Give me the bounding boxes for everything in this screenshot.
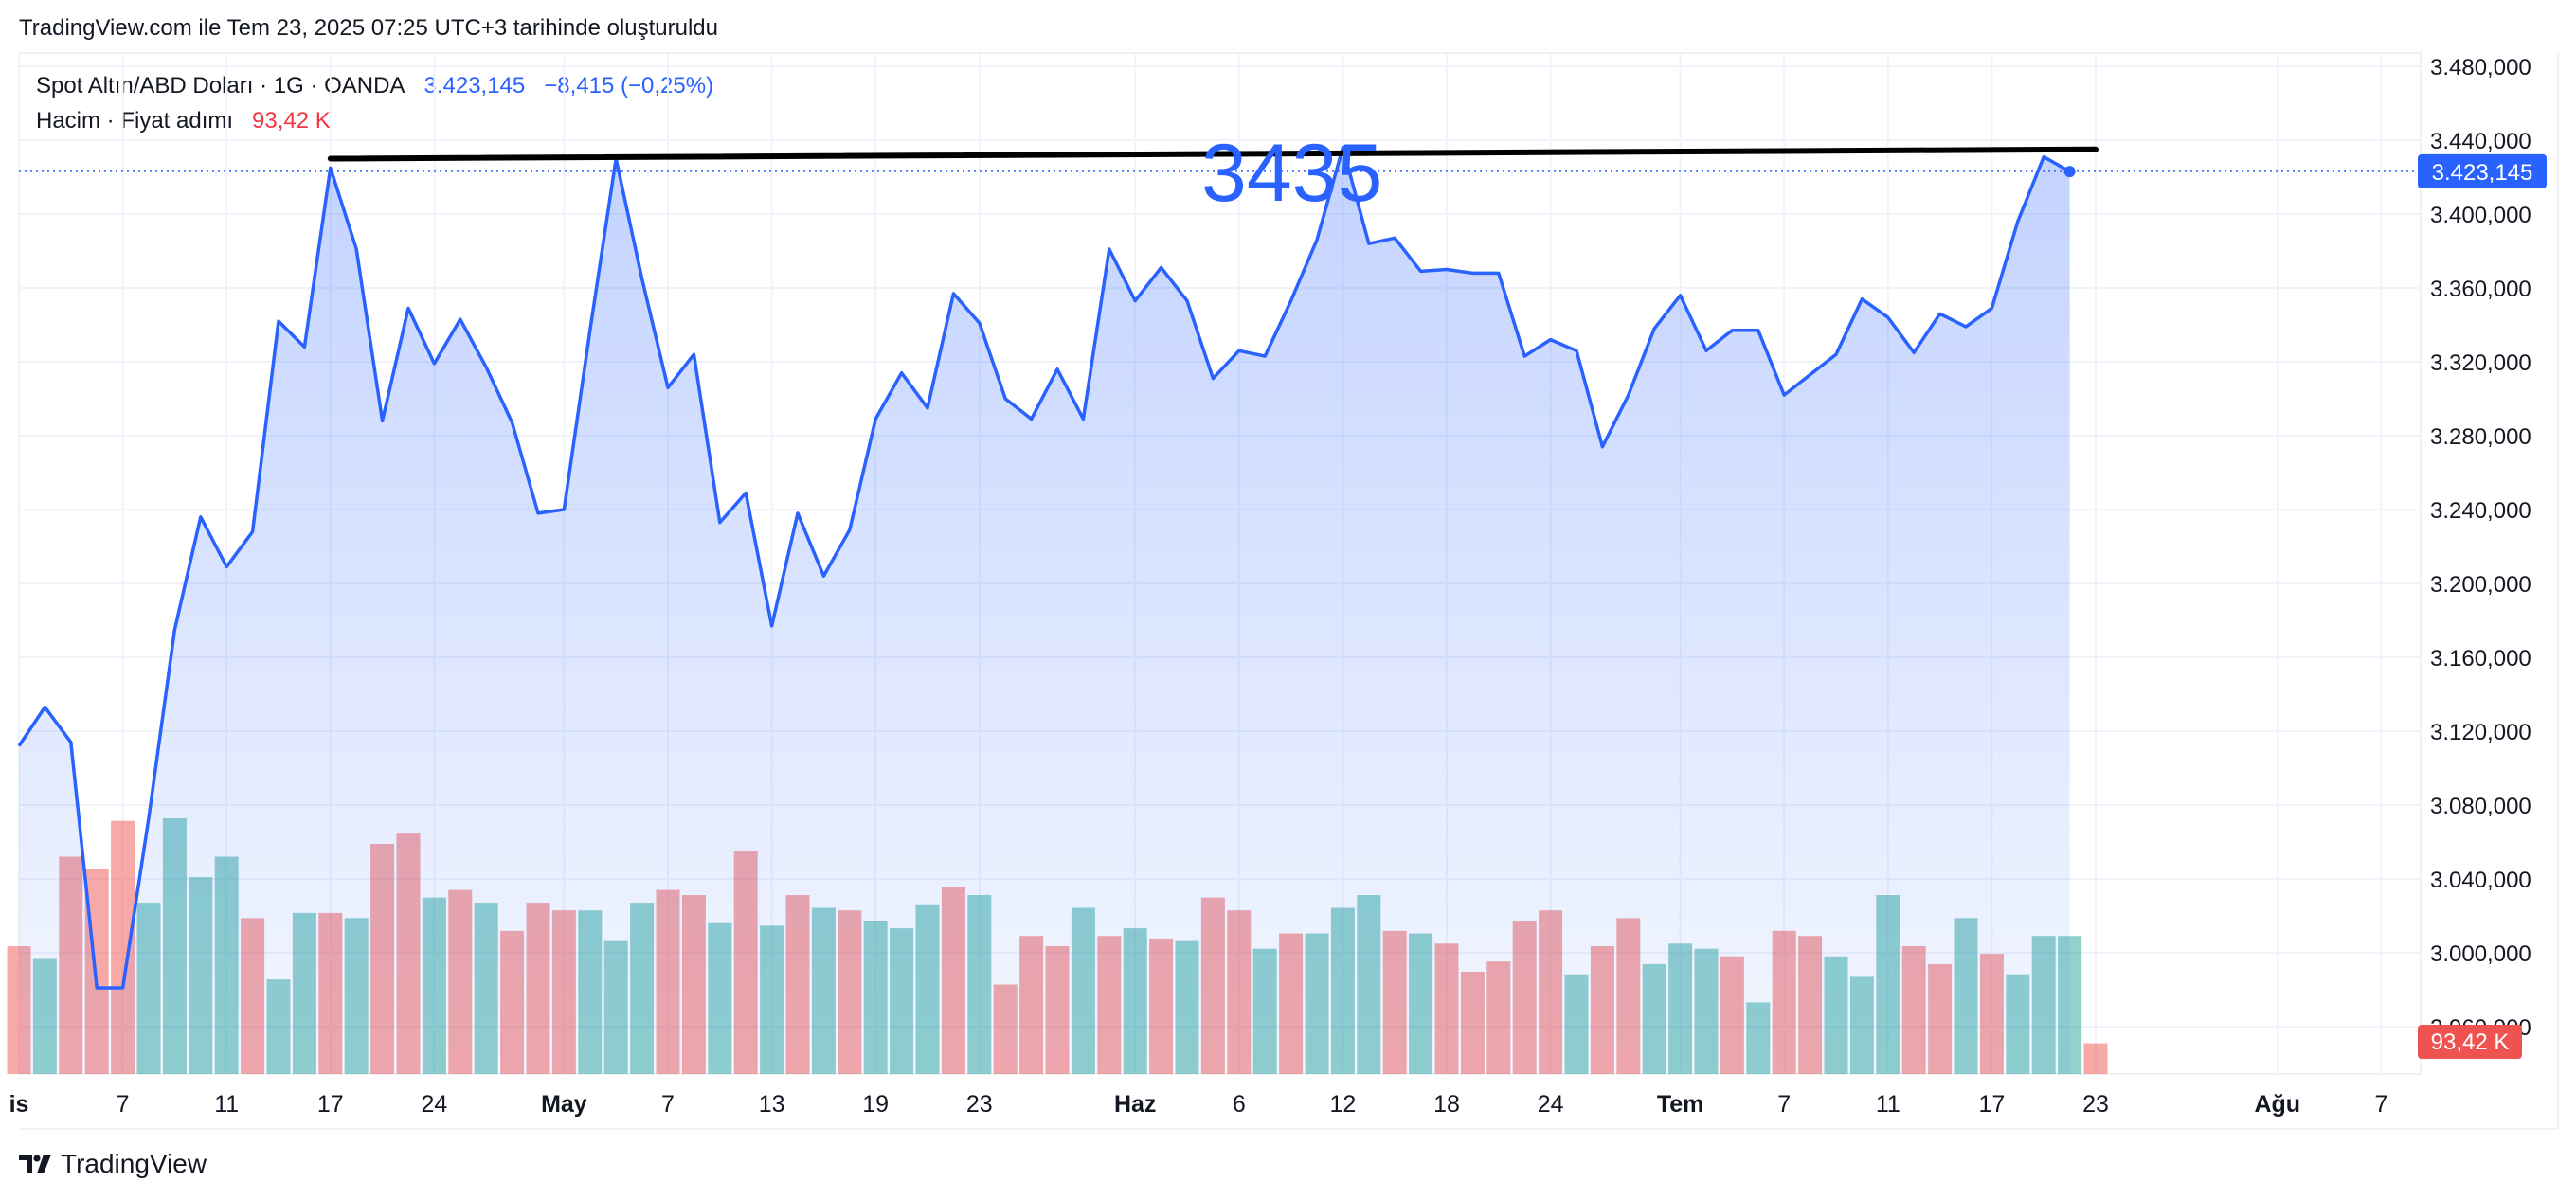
legend-change: −8,415 (−0,25%) — [544, 73, 714, 99]
volume-badge — [2418, 1025, 2522, 1059]
brand-name: TradingView — [61, 1149, 207, 1178]
time-tick-label: 18 — [1433, 1091, 1460, 1118]
price-tick-label: 3.040,000 — [2430, 868, 2531, 893]
price-tick-label: 3.360,000 — [2430, 277, 2531, 302]
time-tick-label: Tem — [1657, 1091, 1704, 1118]
price-tick-label: 3.000,000 — [2430, 941, 2531, 967]
legend-last-price: 3.423,145 — [423, 73, 526, 99]
price-area — [19, 147, 2070, 1075]
price-tick-label: 3.120,000 — [2430, 720, 2531, 745]
price-tick-label: 3.080,000 — [2430, 794, 2531, 819]
time-tick-label: 7 — [661, 1091, 675, 1118]
time-tick-label: is — [9, 1091, 29, 1118]
time-tick-label: 11 — [214, 1091, 239, 1118]
time-tick-label: 17 — [317, 1091, 344, 1118]
price-tick-label: 3.400,000 — [2430, 203, 2531, 228]
time-tick-label: May — [541, 1091, 587, 1118]
drawings: 3435 — [19, 128, 2421, 219]
time-tick-label: 24 — [421, 1091, 447, 1118]
last-price-dot — [2063, 166, 2076, 178]
last-price-badge-text: 3.423,145 — [2432, 160, 2533, 186]
price-tick-label: 3.240,000 — [2430, 498, 2531, 524]
annotation-text: 3435 — [1201, 128, 1382, 219]
legend-volume-row: Hacim · Fiyat adımı 93,42 K — [36, 103, 713, 138]
price-tick-label: 3.200,000 — [2430, 572, 2531, 598]
legend-symbol-row: Spot Altın/ABD Doları · 1G · OANDA 3.423… — [36, 68, 713, 103]
chart-caption: TradingView.com ile Tem 23, 2025 07:25 U… — [19, 15, 718, 41]
time-tick-label: 19 — [862, 1091, 889, 1118]
legend-volume-label[interactable]: Hacim · Fiyat adımı — [36, 108, 234, 134]
time-tick-label: 7 — [1777, 1091, 1791, 1118]
time-tick-label: 24 — [1538, 1091, 1564, 1118]
tradingview-logo-icon — [19, 1155, 51, 1173]
volume-bar — [2083, 1043, 2108, 1074]
time-tick-label: 23 — [2082, 1091, 2109, 1118]
volume-badge-text: 93,42 K — [2431, 1030, 2510, 1055]
price-line-path — [17, 146, 2071, 990]
last-price-badge — [2418, 153, 2547, 188]
price-tick-label: 3.320,000 — [2430, 350, 2531, 376]
price-tick-label: 3.160,000 — [2430, 646, 2531, 672]
time-tick-label: 11 — [1876, 1091, 1900, 1118]
time-tick-label: 23 — [966, 1091, 993, 1118]
time-axis[interactable]: is 7 11 17 24 May 7 13 19 23 Haz 6 12 18 24 Tem 7 11 17 23 A… — [9, 1091, 2388, 1118]
time-tick-label: 12 — [1329, 1091, 1356, 1118]
trendline — [327, 146, 2099, 162]
time-tick-label: 7 — [117, 1091, 130, 1118]
time-tick-label: 17 — [1978, 1091, 2005, 1118]
price-area-fill — [19, 147, 2070, 1075]
legend-volume-value: 93,42 K — [252, 108, 331, 134]
time-tick-label: 7 — [2374, 1091, 2387, 1118]
price-tick-label: 3.480,000 — [2430, 55, 2531, 81]
time-tick-label: Haz — [1114, 1091, 1156, 1118]
legend: Spot Altın/ABD Doları · 1G · OANDA 3.423… — [36, 68, 713, 138]
time-tick-label: Ağu — [2254, 1091, 2300, 1118]
time-tick-label: 6 — [1233, 1091, 1246, 1118]
price-line — [17, 146, 2076, 990]
price-tick-label: 3.440,000 — [2430, 129, 2531, 154]
tradingview-brand[interactable]: TradingView — [19, 1149, 207, 1179]
legend-symbol[interactable]: Spot Altın/ABD Doları · 1G · OANDA — [36, 73, 405, 99]
price-axis[interactable]: 3.480,000 3.440,000 3.400,000 3.360,000 3.32… — [2418, 55, 2547, 1059]
price-tick-label: 3.280,000 — [2430, 424, 2531, 450]
time-tick-label: 13 — [759, 1091, 785, 1118]
